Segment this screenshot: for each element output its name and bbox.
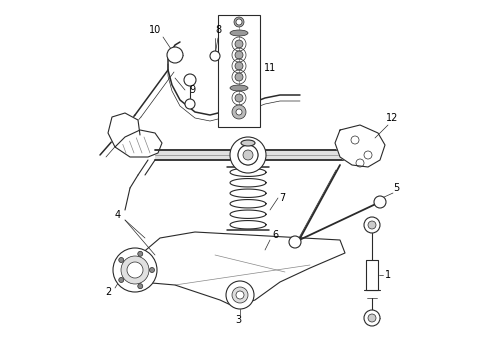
Text: 1: 1	[385, 270, 391, 280]
Polygon shape	[108, 113, 140, 147]
Circle shape	[235, 40, 243, 48]
Polygon shape	[115, 130, 162, 157]
Text: 5: 5	[393, 183, 399, 193]
Circle shape	[185, 99, 195, 109]
Ellipse shape	[230, 30, 248, 36]
Circle shape	[119, 257, 124, 262]
Circle shape	[138, 251, 143, 256]
Polygon shape	[335, 125, 385, 167]
Bar	[155, 150, 370, 160]
Circle shape	[210, 51, 220, 61]
Text: 8: 8	[215, 25, 221, 35]
Circle shape	[119, 278, 124, 283]
Circle shape	[138, 284, 143, 289]
Circle shape	[127, 262, 143, 278]
Circle shape	[234, 17, 244, 27]
Circle shape	[368, 221, 376, 229]
Text: 2: 2	[105, 287, 111, 297]
Circle shape	[149, 267, 154, 273]
Circle shape	[235, 51, 243, 59]
Text: 11: 11	[264, 63, 276, 73]
Circle shape	[238, 145, 258, 165]
Ellipse shape	[241, 140, 255, 146]
Text: 12: 12	[386, 113, 398, 123]
Circle shape	[236, 291, 244, 299]
Circle shape	[243, 150, 253, 160]
Circle shape	[113, 248, 157, 292]
Ellipse shape	[230, 85, 248, 91]
Circle shape	[374, 196, 386, 208]
Circle shape	[368, 314, 376, 322]
Circle shape	[167, 47, 183, 63]
Circle shape	[236, 109, 242, 115]
Circle shape	[232, 105, 246, 119]
Circle shape	[235, 62, 243, 70]
Circle shape	[232, 287, 248, 303]
Circle shape	[238, 145, 258, 165]
Circle shape	[226, 281, 254, 309]
Polygon shape	[127, 232, 345, 307]
Bar	[218, 15, 260, 127]
Circle shape	[364, 310, 380, 326]
Text: 6: 6	[272, 230, 278, 240]
Circle shape	[230, 137, 266, 173]
Circle shape	[235, 94, 243, 102]
Text: 4: 4	[115, 210, 121, 220]
Circle shape	[364, 217, 380, 233]
Circle shape	[289, 236, 301, 248]
Circle shape	[184, 74, 196, 86]
Text: 10: 10	[149, 25, 161, 35]
Circle shape	[235, 73, 243, 81]
Bar	[366, 260, 378, 290]
Text: 9: 9	[189, 85, 195, 95]
Text: 7: 7	[279, 193, 285, 203]
Circle shape	[121, 256, 149, 284]
Circle shape	[236, 19, 242, 25]
Text: 3: 3	[235, 315, 241, 325]
